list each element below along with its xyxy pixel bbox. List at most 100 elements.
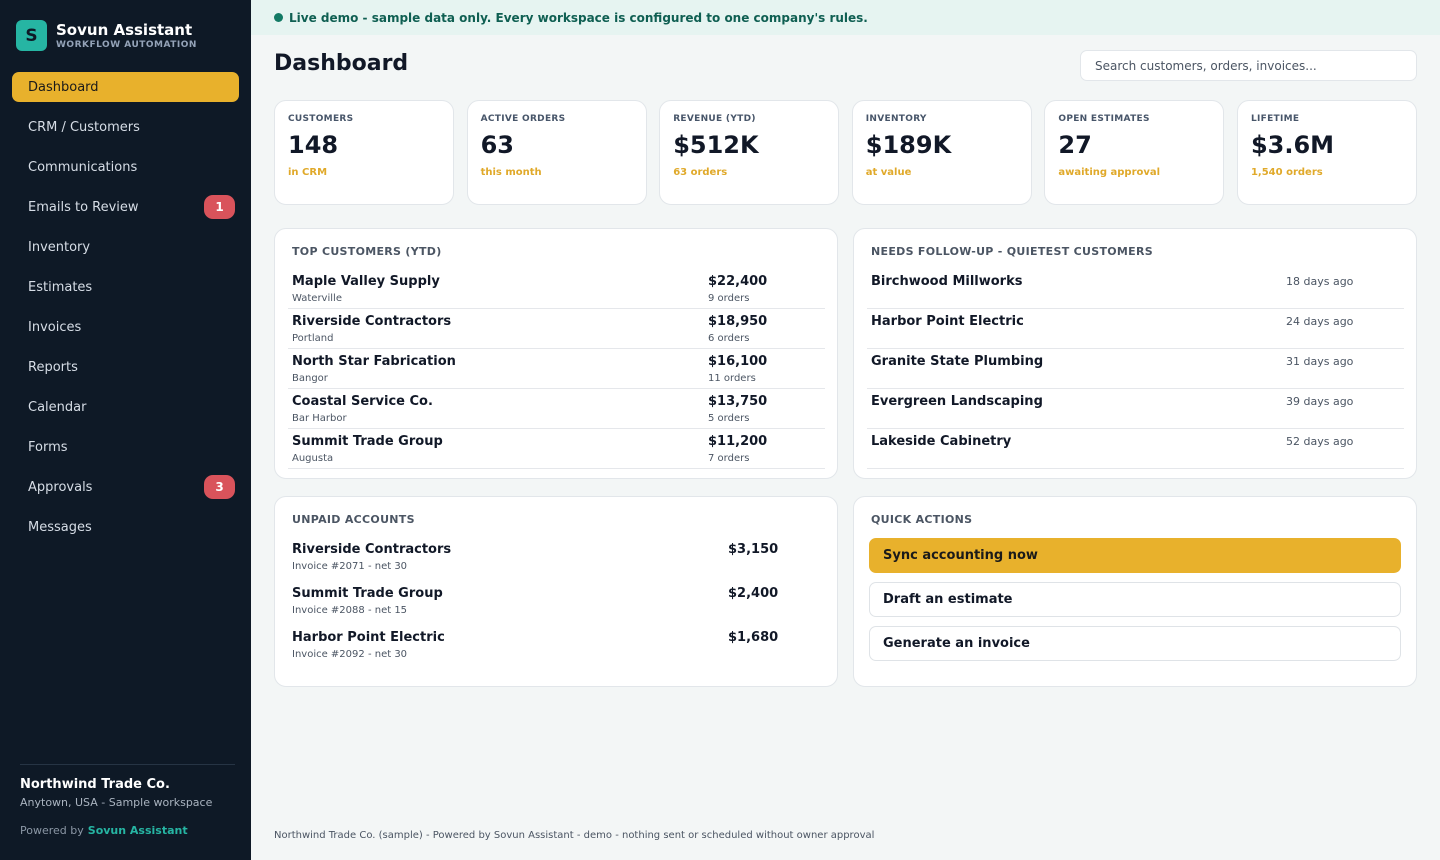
customer-revenue: $16,100 xyxy=(708,354,768,369)
kpi-value: $189K xyxy=(865,131,952,159)
kpi-card-active-orders[interactable]: ACTIVE ORDERS 63 this month xyxy=(466,100,647,205)
customer-revenue: $13,750 xyxy=(708,394,768,409)
invoice-detail: Invoice #2092 - net 30 xyxy=(292,649,408,660)
generate-invoice-button[interactable]: Generate an invoice xyxy=(869,626,1401,661)
customer-city: Bangor xyxy=(292,373,328,384)
customer-name: Summit Trade Group xyxy=(292,434,443,449)
sidebar-item-label: Emails to Review xyxy=(28,199,139,215)
customer-name: Lakeside Cabinetry xyxy=(871,434,1012,449)
table-row[interactable]: Summit Trade Group Augusta $11,200 7 ord… xyxy=(288,429,825,469)
customer-revenue: $22,400 xyxy=(708,274,768,289)
sidebar-item-inventory[interactable]: Inventory xyxy=(12,232,239,262)
sidebar-item-label: Forms xyxy=(28,439,68,455)
customer-city: Waterville xyxy=(292,293,342,304)
customer-city: Portland xyxy=(292,333,334,344)
customer-name: Coastal Service Co. xyxy=(292,394,433,409)
sidebar-item-label: Invoices xyxy=(28,319,82,335)
sidebar-item-crm-customers[interactable]: CRM / Customers xyxy=(12,112,239,142)
sidebar-item-forms[interactable]: Forms xyxy=(12,432,239,462)
panel-title: UNPAID ACCOUNTS xyxy=(292,513,415,526)
kpi-label: INVENTORY xyxy=(865,114,927,124)
table-row[interactable]: Maple Valley Supply Waterville $22,400 9… xyxy=(288,269,825,309)
sidebar-item-dashboard[interactable]: Dashboard xyxy=(12,72,239,102)
list-item[interactable]: Harbor Point Electric 24 days ago xyxy=(867,309,1404,349)
customer-order-count: 6 orders xyxy=(708,333,750,344)
sidebar-item-invoices[interactable]: Invoices xyxy=(12,312,239,342)
customer-name: Maple Valley Supply xyxy=(292,274,440,289)
customer-name: Birchwood Millworks xyxy=(871,274,1023,289)
follow-up-panel: NEEDS FOLLOW-UP - QUIETEST CUSTOMERS Bir… xyxy=(853,228,1417,479)
customer-name: Harbor Point Electric xyxy=(871,314,1024,329)
list-item[interactable]: Harbor Point Electric Invoice #2092 - ne… xyxy=(288,625,825,669)
sidebar-item-label: Messages xyxy=(28,519,92,535)
customer-revenue: $11,200 xyxy=(708,434,768,449)
sidebar-item-estimates[interactable]: Estimates xyxy=(12,272,239,302)
brand-name: Sovun Assistant xyxy=(56,20,193,39)
invoice-detail: Invoice #2071 - net 30 xyxy=(292,561,408,572)
sidebar-item-emails-to-review[interactable]: Emails to Review 1 xyxy=(12,192,239,222)
account-name: Harbor Point Electric xyxy=(292,630,445,645)
kpi-card-open-estimates[interactable]: OPEN ESTIMATES 27 awaiting approval xyxy=(1044,100,1225,205)
quick-actions-panel: QUICK ACTIONS Sync accounting now Draft … xyxy=(853,496,1417,687)
kpi-value: $512K xyxy=(673,131,759,159)
last-contact-time: 39 days ago xyxy=(1286,395,1354,408)
count-badge: 1 xyxy=(204,195,235,219)
sidebar-nav: Dashboard CRM / Customers Communications… xyxy=(12,72,239,552)
live-dot-icon xyxy=(274,13,283,22)
sidebar-item-label: Reports xyxy=(28,359,78,375)
kpi-card-revenue[interactable]: REVENUE (YTD) $512K 63 orders xyxy=(659,100,840,205)
table-row[interactable]: Riverside Contractors Portland $18,950 6… xyxy=(288,309,825,349)
customer-name: Granite State Plumbing xyxy=(871,354,1044,369)
search-input[interactable] xyxy=(1080,50,1417,81)
panel-title: TOP CUSTOMERS (YTD) xyxy=(292,245,442,258)
list-item[interactable]: Granite State Plumbing 31 days ago xyxy=(867,349,1404,389)
sidebar-divider xyxy=(20,764,235,765)
amount-due: $1,680 xyxy=(728,630,779,645)
kpi-card-inventory[interactable]: INVENTORY $189K at value xyxy=(851,100,1032,205)
customer-order-count: 5 orders xyxy=(708,413,750,424)
list-item[interactable]: Birchwood Millworks 18 days ago xyxy=(867,269,1404,309)
amount-due: $3,150 xyxy=(728,542,779,557)
last-contact-time: 24 days ago xyxy=(1286,315,1354,328)
page-footer: Northwind Trade Co. (sample) - Powered b… xyxy=(274,830,875,841)
list-item[interactable]: Riverside Contractors Invoice #2071 - ne… xyxy=(288,537,825,581)
list-item[interactable]: Summit Trade Group Invoice #2088 - net 1… xyxy=(288,581,825,625)
sidebar-item-communications[interactable]: Communications xyxy=(12,152,239,182)
account-name: Riverside Contractors xyxy=(292,542,452,557)
sidebar-item-messages[interactable]: Messages xyxy=(12,512,239,542)
last-contact-time: 31 days ago xyxy=(1286,355,1354,368)
kpi-subtext: at value xyxy=(865,167,912,178)
sidebar-item-label: Inventory xyxy=(28,239,91,255)
sidebar-item-label: Approvals xyxy=(28,479,93,495)
last-contact-time: 52 days ago xyxy=(1286,435,1354,448)
panel-title: QUICK ACTIONS xyxy=(871,513,973,526)
draft-estimate-button[interactable]: Draft an estimate xyxy=(869,582,1401,617)
account-name: Summit Trade Group xyxy=(292,586,443,601)
kpi-subtext: 1,540 orders xyxy=(1250,167,1323,178)
demo-banner-text: Live demo - sample data only. Every work… xyxy=(289,10,868,25)
sidebar-item-approvals[interactable]: Approvals 3 xyxy=(12,472,239,502)
company-name: Northwind Trade Co. xyxy=(20,777,170,792)
customer-city: Augusta xyxy=(292,453,334,464)
list-item[interactable]: Lakeside Cabinetry 52 days ago xyxy=(867,429,1404,469)
powered-by-prefix: Powered by xyxy=(20,824,84,837)
unpaid-accounts-panel: UNPAID ACCOUNTS Riverside Contractors In… xyxy=(274,496,838,687)
sidebar-item-calendar[interactable]: Calendar xyxy=(12,392,239,422)
kpi-card-lifetime[interactable]: LIFETIME $3.6M 1,540 orders xyxy=(1236,100,1417,205)
page-title: Dashboard xyxy=(274,51,409,76)
powered-by-link[interactable]: Sovun Assistant xyxy=(87,824,188,837)
customer-name: Riverside Contractors xyxy=(292,314,452,329)
table-row[interactable]: North Star Fabrication Bangor $16,100 11… xyxy=(288,349,825,389)
top-customers-panel: TOP CUSTOMERS (YTD) Maple Valley Supply … xyxy=(274,228,838,479)
brand-subtitle: WORKFLOW AUTOMATION xyxy=(56,39,197,50)
sync-accounting-button[interactable]: Sync accounting now xyxy=(869,538,1401,573)
sidebar-item-reports[interactable]: Reports xyxy=(12,352,239,382)
brand[interactable]: S Sovun Assistant WORKFLOW AUTOMATION xyxy=(16,20,197,51)
kpi-subtext: awaiting approval xyxy=(1058,167,1161,178)
last-contact-time: 18 days ago xyxy=(1286,275,1354,288)
invoice-detail: Invoice #2088 - net 15 xyxy=(292,605,408,616)
table-row[interactable]: Coastal Service Co. Bar Harbor $13,750 5… xyxy=(288,389,825,429)
kpi-card-customers[interactable]: CUSTOMERS 148 in CRM xyxy=(274,100,454,205)
customer-order-count: 9 orders xyxy=(708,293,750,304)
list-item[interactable]: Evergreen Landscaping 39 days ago xyxy=(867,389,1404,429)
